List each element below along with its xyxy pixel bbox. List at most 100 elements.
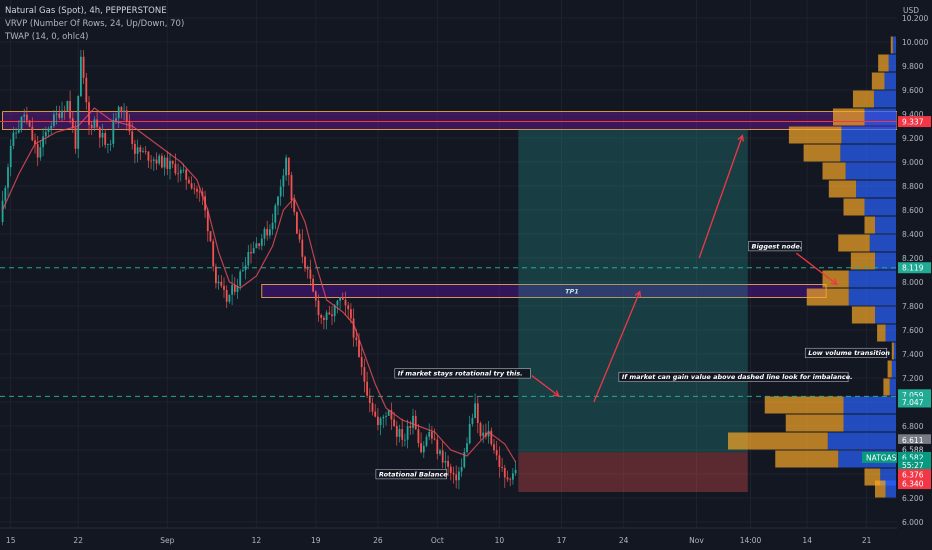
price-tag-text: 6.340 <box>902 480 924 489</box>
annotation-box <box>375 469 447 480</box>
candle-body <box>368 395 371 403</box>
price-tick: 7.400 <box>902 350 924 359</box>
candle-body <box>77 96 80 149</box>
arrow-head <box>830 278 838 286</box>
candle-body <box>171 160 174 164</box>
volume-row-up <box>852 90 874 108</box>
time-tick: 21 <box>862 536 872 545</box>
indicator-twap: TWAP (14, 0, ohlc4) <box>4 32 88 42</box>
volume-row-up <box>775 450 839 468</box>
candle-body <box>274 205 277 223</box>
symbol-tag <box>862 451 897 463</box>
candle-body <box>287 157 290 176</box>
annotations-layer: Biggest node. Low volume transition If mar… <box>375 241 890 480</box>
candles-layer <box>1 49 517 490</box>
candle-body <box>314 291 317 301</box>
position-loss <box>518 452 748 492</box>
candle-body <box>163 157 166 168</box>
arrow-line <box>698 135 744 259</box>
annotation-text: If market can gain value above dashed li… <box>622 373 853 381</box>
volume-row-down <box>864 198 896 216</box>
candle-body <box>142 151 144 153</box>
candle-body <box>215 266 217 284</box>
candle-body <box>360 356 363 368</box>
time-tick: 26 <box>373 536 383 545</box>
time-tick: 17 <box>557 536 567 545</box>
candle-body <box>20 116 23 129</box>
candle-body <box>304 256 306 269</box>
candle-body <box>42 136 44 148</box>
candle-body <box>279 186 282 197</box>
candle-body <box>428 431 431 437</box>
volume-row-up <box>875 480 886 498</box>
volume-row-up <box>850 252 875 270</box>
annotation-text: If market stays rotational try this. <box>398 370 523 378</box>
candle-body <box>28 120 31 127</box>
volume-row-down <box>840 144 896 162</box>
candle-body <box>242 270 244 272</box>
candle-body <box>487 430 490 437</box>
price-tick: 8.600 <box>902 206 924 215</box>
arrow-line <box>796 252 838 285</box>
price-tag-text: 55:27 <box>902 461 924 470</box>
candle-body <box>493 444 495 451</box>
price-tag <box>898 469 931 481</box>
price-tick: 8.800 <box>902 182 924 191</box>
candle-body <box>44 131 47 137</box>
candle-body <box>409 426 412 428</box>
candle-body <box>101 133 104 138</box>
candle-body <box>71 118 74 128</box>
time-tick: 19 <box>311 536 321 545</box>
volume-row-up <box>822 162 846 180</box>
candle-body <box>17 128 20 133</box>
candle-body <box>266 228 269 236</box>
price-tick: 7.200 <box>902 374 924 383</box>
candle-body <box>325 312 328 320</box>
volume-row-up <box>890 36 893 54</box>
candle-body <box>69 101 71 119</box>
candle-body <box>331 314 333 317</box>
candle-body <box>479 423 482 437</box>
candle-body <box>250 251 252 254</box>
volume-row-down <box>843 414 896 432</box>
candle-body <box>463 451 466 468</box>
volume-row-up <box>833 108 865 126</box>
volume-row-down <box>885 480 896 498</box>
candle-body <box>9 145 12 168</box>
candle-body <box>514 470 517 474</box>
candle-body <box>298 233 301 240</box>
candle-body <box>350 309 352 319</box>
price-tag <box>898 451 931 463</box>
candle-body <box>85 77 88 103</box>
price-tick: 6.200 <box>902 494 924 503</box>
candle-body <box>320 315 323 318</box>
horizontal-lines-layer <box>0 121 897 397</box>
candle-body <box>188 179 190 184</box>
candle-body <box>436 439 439 454</box>
volume-row-up <box>785 414 844 432</box>
candle-body <box>96 119 98 128</box>
candle-body <box>15 132 17 134</box>
time-axis[interactable]: 15 22 Sep 12 19 26 Oct 10 17 24 Nov 14:00 14 21 <box>0 527 932 550</box>
candle-body <box>501 467 503 469</box>
position-profit <box>518 129 748 453</box>
candle-body <box>217 281 220 284</box>
price-tick: 10.000 <box>902 38 928 47</box>
candle-body <box>482 432 485 437</box>
time-tick: 24 <box>619 536 629 545</box>
price-tag-text: 6.588 <box>902 445 924 454</box>
annotation-box <box>748 241 802 252</box>
candle-body <box>309 269 312 279</box>
candle-body <box>420 443 422 453</box>
volume-row-up <box>878 54 889 72</box>
candle-body <box>393 419 395 426</box>
volume-row-down <box>875 252 896 270</box>
candle-body <box>134 143 136 154</box>
candle-body <box>82 56 85 78</box>
volume-row-up <box>806 288 849 306</box>
annotation-box <box>618 371 849 382</box>
candle-body <box>466 443 468 452</box>
volume-row-up <box>803 144 841 162</box>
candle-body <box>198 191 201 193</box>
